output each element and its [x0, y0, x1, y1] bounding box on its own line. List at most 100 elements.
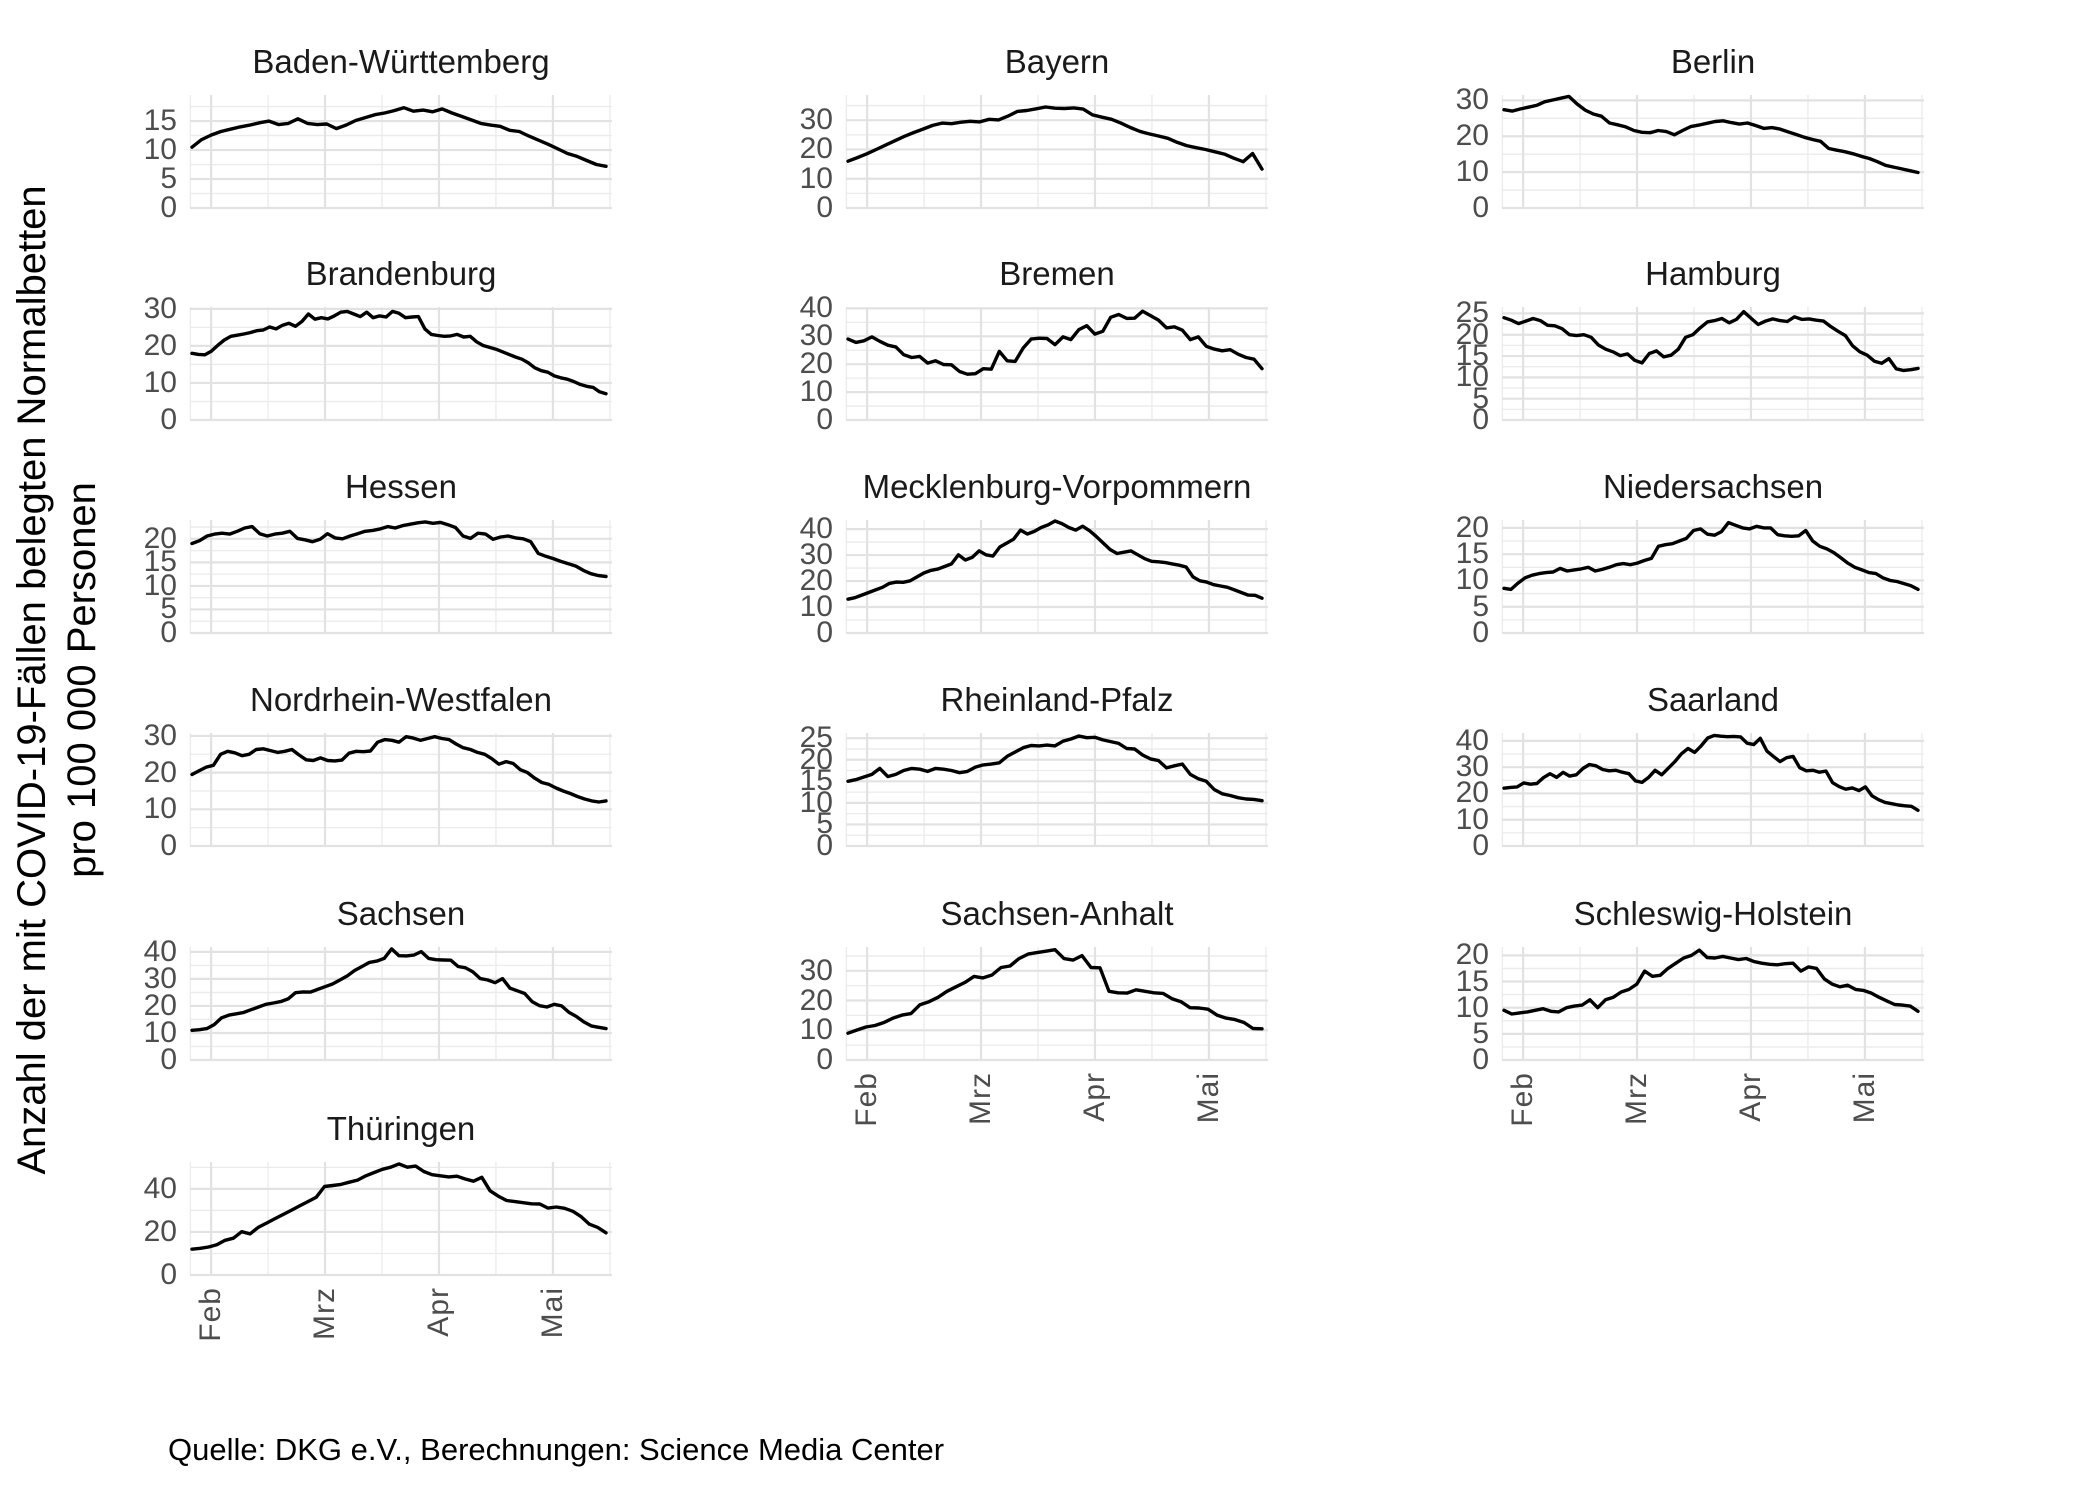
y-tick-label: 30 — [143, 961, 177, 995]
y-tick-label: 20 — [143, 988, 177, 1022]
y-tick-label: 10 — [799, 590, 833, 624]
y-tick-label: 30 — [143, 718, 177, 752]
gridlines-major — [190, 307, 612, 422]
y-tick-label: 10 — [1455, 155, 1489, 189]
facet-title: Berlin — [1670, 43, 1756, 80]
y-tick-label: 10 — [143, 133, 177, 167]
facet-panel — [189, 1162, 612, 1277]
x-tick-label: Apr — [1077, 1072, 1111, 1122]
data-line — [846, 519, 1264, 601]
y-tick-label: 25 — [1455, 296, 1489, 330]
data-line — [190, 735, 608, 804]
gridlines-minor — [189, 520, 612, 633]
source-caption: Quelle: DKG e.V., Berechnungen: Science … — [168, 1432, 945, 1467]
y-tick-label: 10 — [143, 1015, 177, 1049]
data-line — [190, 1162, 608, 1251]
y-tick-label: 30 — [1455, 750, 1489, 784]
y-tick-label: 30 — [1455, 83, 1489, 117]
y-tick-label: 40 — [143, 1171, 177, 1205]
data-line — [190, 309, 608, 396]
data-line — [1502, 310, 1920, 373]
facet-panel — [1501, 307, 1924, 422]
gridlines-minor — [189, 307, 612, 420]
data-line — [846, 734, 1264, 803]
gridlines-major — [190, 1162, 612, 1277]
data-line — [846, 948, 1264, 1035]
y-tick-label: 0 — [816, 829, 833, 862]
x-tick-label: Apr — [421, 1287, 455, 1337]
y-tick-label: 20 — [143, 328, 177, 362]
facet-panel — [1501, 520, 1924, 635]
y-tick-label: 5 — [1472, 1016, 1489, 1050]
y-tick-label: 5 — [1472, 381, 1489, 415]
y-tick-label: 10 — [1455, 802, 1489, 836]
gridlines-major — [846, 95, 1268, 210]
y-tick-label: 20 — [799, 564, 833, 598]
facet-title: Rheinland-Pfalz — [940, 681, 1174, 718]
facet-panel — [189, 307, 612, 422]
gridlines-major — [846, 520, 1268, 635]
y-tick-label: 20 — [799, 742, 833, 776]
y-tick-label: 0 — [160, 191, 177, 224]
x-tick-label: Feb — [194, 1287, 228, 1342]
y-tick-label: 0 — [160, 829, 177, 862]
gridlines-minor — [845, 520, 1268, 633]
gridlines-major — [846, 733, 1268, 848]
y-tick-label: 25 — [799, 721, 833, 755]
y-tick-label: 40 — [799, 291, 833, 325]
y-tick-label: 10 — [799, 161, 833, 195]
y-tick-label: 20 — [1455, 317, 1489, 351]
y-tick-label: 0 — [1472, 829, 1489, 862]
x-tick-label: Mrz — [1620, 1072, 1654, 1125]
facet-panel — [1501, 733, 1924, 848]
y-tick-label: 15 — [143, 545, 177, 579]
y-tick-label: 0 — [1472, 403, 1489, 436]
data-line — [1502, 948, 1920, 1016]
gridlines-major — [190, 95, 612, 210]
gridlines-minor — [1501, 733, 1924, 846]
y-tick-label: 30 — [799, 953, 833, 987]
y-tick-label: 0 — [816, 191, 833, 224]
y-tick-label: 40 — [799, 512, 833, 546]
y-tick-label: 15 — [1455, 964, 1489, 998]
x-tick-label: Mai — [535, 1287, 569, 1339]
y-tick-label: 5 — [816, 807, 833, 841]
y-tick-label: 0 — [1472, 1043, 1489, 1076]
y-tick-label: 10 — [1455, 990, 1489, 1024]
y-tick-label: 20 — [1455, 119, 1489, 153]
y-tick-label: 10 — [799, 1013, 833, 1047]
x-tick-label: Mrz — [308, 1287, 342, 1340]
y-tick-label: 5 — [1472, 589, 1489, 623]
facet-title: Bayern — [1004, 43, 1110, 80]
y-tick-label: 20 — [143, 755, 177, 789]
facet-title: Hamburg — [1645, 255, 1781, 292]
facet-title: Niedersachsen — [1602, 468, 1824, 505]
gridlines-major — [1502, 95, 1924, 210]
y-tick-label: 10 — [799, 375, 833, 409]
x-tick-label: Mrz — [964, 1072, 998, 1125]
facet-title: Sachsen — [336, 895, 466, 932]
data-line — [846, 309, 1264, 376]
y-tick-label: 15 — [1455, 537, 1489, 571]
facet-title: Saarland — [1646, 681, 1780, 718]
y-tick-label: 20 — [1455, 938, 1489, 972]
gridlines-minor — [1501, 947, 1924, 1060]
y-tick-label: 20 — [799, 983, 833, 1017]
gridlines-minor — [189, 95, 612, 208]
y-axis-title-line1: Anzahl der mit COVID-19-Fällen belegten … — [10, 185, 54, 1175]
gridlines-major — [190, 733, 612, 848]
y-tick-label: 10 — [143, 568, 177, 602]
y-tick-label: 10 — [1455, 360, 1489, 394]
facet-title: Thüringen — [326, 1110, 476, 1147]
facet-title: Sachsen-Anhalt — [940, 895, 1174, 932]
y-tick-label: 10 — [799, 785, 833, 819]
x-tick-label: Mai — [1191, 1072, 1225, 1124]
y-tick-label: 10 — [1455, 563, 1489, 597]
facet-title: Nordrhein-Westfalen — [249, 681, 553, 718]
gridlines-minor — [189, 947, 612, 1060]
y-tick-label: 0 — [1472, 616, 1489, 649]
gridlines-minor — [1501, 95, 1924, 208]
facet-title: Hessen — [345, 468, 457, 505]
x-tick-label: Mai — [1847, 1072, 1881, 1124]
